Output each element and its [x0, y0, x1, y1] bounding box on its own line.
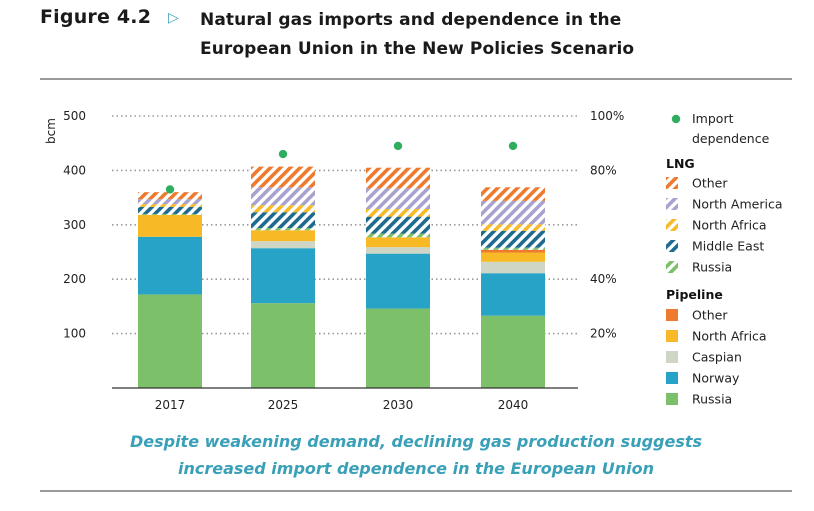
- figure-title-line2: European Union in the New Policies Scena…: [200, 39, 635, 59]
- bar-segment-2030-lng-russia: [366, 233, 430, 238]
- bar-segment-2025-lng-other: [251, 166, 315, 188]
- bar-segment-2030-lng-other: [366, 167, 430, 189]
- bar-segment-2030-pipeline-north-africa: [366, 237, 430, 248]
- bars: [138, 166, 545, 388]
- legend-pipeline-swatch-norway: [666, 372, 678, 384]
- figure-arrow-icon: ▷: [168, 10, 179, 26]
- legend-lng-label-russia: Russia: [692, 260, 732, 275]
- bar-segment-2025-pipeline-russia: [251, 303, 315, 388]
- bar-segment-2017-lng-north-america: [138, 199, 202, 205]
- bar-segment-2025-pipeline-caspian: [251, 241, 315, 249]
- legend-pipeline-label-north_africa: North Africa: [692, 329, 767, 344]
- import-dependence-dot-2017: [165, 185, 175, 194]
- legend-lng-swatch-middle_east: [666, 240, 678, 252]
- legend-pipeline-label-norway: Norway: [692, 371, 740, 386]
- legend-pipeline-swatch-other: [666, 309, 678, 321]
- legend-lng-swatch-other: [666, 177, 678, 189]
- axes: 100 200 300 400 500 20% 40% 80% 100% 2017 2025 2030…: [44, 109, 624, 412]
- legend-lng-heading: LNG: [666, 156, 695, 171]
- legend-pipeline-swatch-russia: [666, 393, 678, 405]
- y2-tick-label-100: 100%: [590, 109, 624, 123]
- caption-line1: Despite weakening demand, declining gas …: [129, 432, 703, 451]
- bar-segment-2040-pipeline-russia: [481, 315, 545, 388]
- bar-segment-2025-lng-north-africa: [251, 205, 315, 213]
- bar-2040: [481, 187, 545, 388]
- legend-lng-swatch-north_america: [666, 198, 678, 210]
- bar-segment-2040-pipeline-other: [481, 249, 545, 253]
- bar-segment-2017-pipeline-russia: [138, 294, 202, 388]
- legend-lng-swatch-russia: [666, 261, 678, 273]
- bar-segment-2030-pipeline-russia: [366, 308, 430, 388]
- bar-segment-2017-lng-russia: [138, 213, 202, 216]
- bar-segment-2025-pipeline-north-africa: [251, 230, 315, 242]
- x-tick-label-2040: 2040: [498, 398, 529, 412]
- bar-segment-2040-lng-north-america: [481, 200, 545, 225]
- legend-pipeline-label-caspian: Caspian: [692, 350, 742, 365]
- bar-segment-2017-pipeline-north-africa: [138, 215, 202, 237]
- bar-segment-2025-lng-russia: [251, 228, 315, 231]
- x-tick-label-2017: 2017: [155, 398, 186, 412]
- legend: Import dependence LNG Other North America Nor…: [666, 111, 783, 407]
- bar-segment-2030-lng-north-america: [366, 188, 430, 210]
- top-divider: [40, 78, 792, 80]
- legend-lng-swatch-north_africa: [666, 219, 678, 231]
- bar-segment-2017-lng-other: [138, 192, 202, 200]
- figure-label: Figure 4.2: [40, 6, 152, 28]
- legend-lng-label-north_africa: North Africa: [692, 218, 767, 233]
- bar-segment-2040-pipeline-north-africa: [481, 252, 545, 262]
- y-axis-label: bcm: [44, 118, 58, 144]
- y-tick-label-500: 500: [63, 109, 86, 123]
- import-dependence-dot-2030: [393, 141, 403, 151]
- legend-dot-icon: [671, 114, 681, 124]
- bar-2025: [251, 166, 315, 388]
- import-dependence-dots: [165, 141, 518, 194]
- import-dependence-dot-2025: [278, 149, 288, 159]
- legend-pipeline-heading: Pipeline: [666, 287, 723, 302]
- bar-segment-2040-pipeline-norway: [481, 273, 545, 316]
- y-tick-label-100: 100: [63, 327, 86, 341]
- bar-segment-2030-pipeline-norway: [366, 253, 430, 309]
- legend-pipeline-label-russia: Russia: [692, 392, 732, 407]
- y2-tick-label-40: 40%: [590, 272, 617, 286]
- bar-segment-2040-lng-north-africa: [481, 224, 545, 231]
- y2-tick-label-20: 20%: [590, 327, 617, 341]
- legend-lng-label-middle_east: Middle East: [692, 239, 764, 254]
- import-dependence-dot-2040: [508, 141, 518, 151]
- bar-segment-2017-lng-middle-east: [138, 206, 202, 214]
- x-tick-label-2025: 2025: [268, 398, 299, 412]
- bar-segment-2030-pipeline-caspian: [366, 247, 430, 254]
- y-tick-label-400: 400: [63, 163, 86, 177]
- bar-segment-2030-lng-north-africa: [366, 209, 430, 217]
- legend-lng-label-other: Other: [692, 176, 728, 191]
- bar-segment-2040-lng-russia: [481, 247, 545, 250]
- legend-dot-label-line1: Import: [692, 111, 734, 126]
- legend-pipeline-swatch-caspian: [666, 351, 678, 363]
- bar-2017: [138, 192, 202, 388]
- bar-segment-2017-lng-north-africa: [138, 204, 202, 207]
- bar-segment-2040-lng-other: [481, 187, 545, 201]
- bar-segment-2025-pipeline-norway: [251, 248, 315, 304]
- legend-pipeline-swatch-north_africa: [666, 330, 678, 342]
- bar-segment-2040-pipeline-caspian: [481, 261, 545, 274]
- x-tick-label-2030: 2030: [383, 398, 414, 412]
- legend-pipeline-label-other: Other: [692, 308, 728, 323]
- bar-segment-2025-lng-middle-east: [251, 212, 315, 229]
- bar-2030: [366, 167, 430, 388]
- gas-imports-chart: 100 200 300 400 500 20% 40% 80% 100% 2017 2025 2030…: [44, 109, 783, 412]
- figure-title-line1: Natural gas imports and dependence in th…: [200, 10, 622, 30]
- legend-lng-label-north_america: North America: [692, 197, 783, 212]
- legend-dot-label-line2: dependence: [692, 131, 770, 146]
- y-tick-label-300: 300: [63, 218, 86, 232]
- bottom-divider: [40, 490, 792, 492]
- bar-segment-2030-lng-middle-east: [366, 216, 430, 234]
- bar-segment-2017-pipeline-norway: [138, 236, 202, 295]
- bar-segment-2040-lng-middle-east: [481, 230, 545, 248]
- y-tick-label-200: 200: [63, 272, 86, 286]
- y2-tick-label-80: 80%: [590, 163, 617, 177]
- caption-line2: increased import dependence in the Europ…: [177, 459, 655, 478]
- bar-segment-2025-lng-north-america: [251, 187, 315, 206]
- figure-title: Natural gas imports and dependence in th…: [200, 6, 760, 64]
